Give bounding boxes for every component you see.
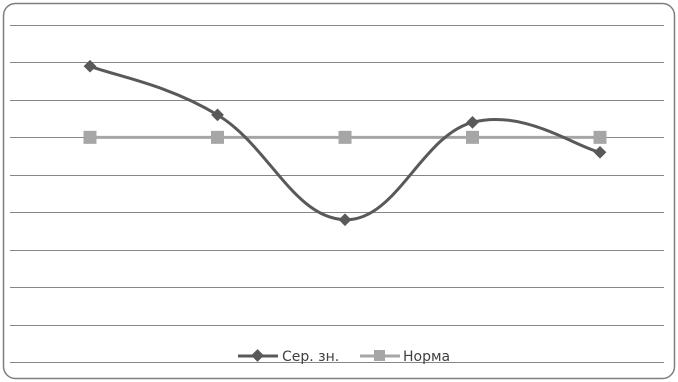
legend-square-icon bbox=[374, 350, 385, 361]
data-point-series-2-1 bbox=[83, 130, 97, 144]
data-point-series-2-2 bbox=[211, 130, 224, 144]
data-point-series-1-4 bbox=[466, 115, 479, 129]
data-point-series-2-3 bbox=[338, 130, 352, 144]
legend: Сер. зн. Норма bbox=[238, 349, 450, 365]
legend-label-series-1: Сер. зн. bbox=[282, 349, 339, 365]
legend-label-series-2: Норма bbox=[403, 349, 450, 365]
legend-diamond-icon bbox=[251, 349, 264, 362]
data-point-series-2-4 bbox=[466, 130, 479, 144]
series-layer bbox=[83, 59, 607, 227]
data-point-series-1-2 bbox=[211, 108, 224, 122]
data-point-series-2-5 bbox=[593, 130, 607, 144]
data-point-series-1-3 bbox=[338, 213, 352, 227]
